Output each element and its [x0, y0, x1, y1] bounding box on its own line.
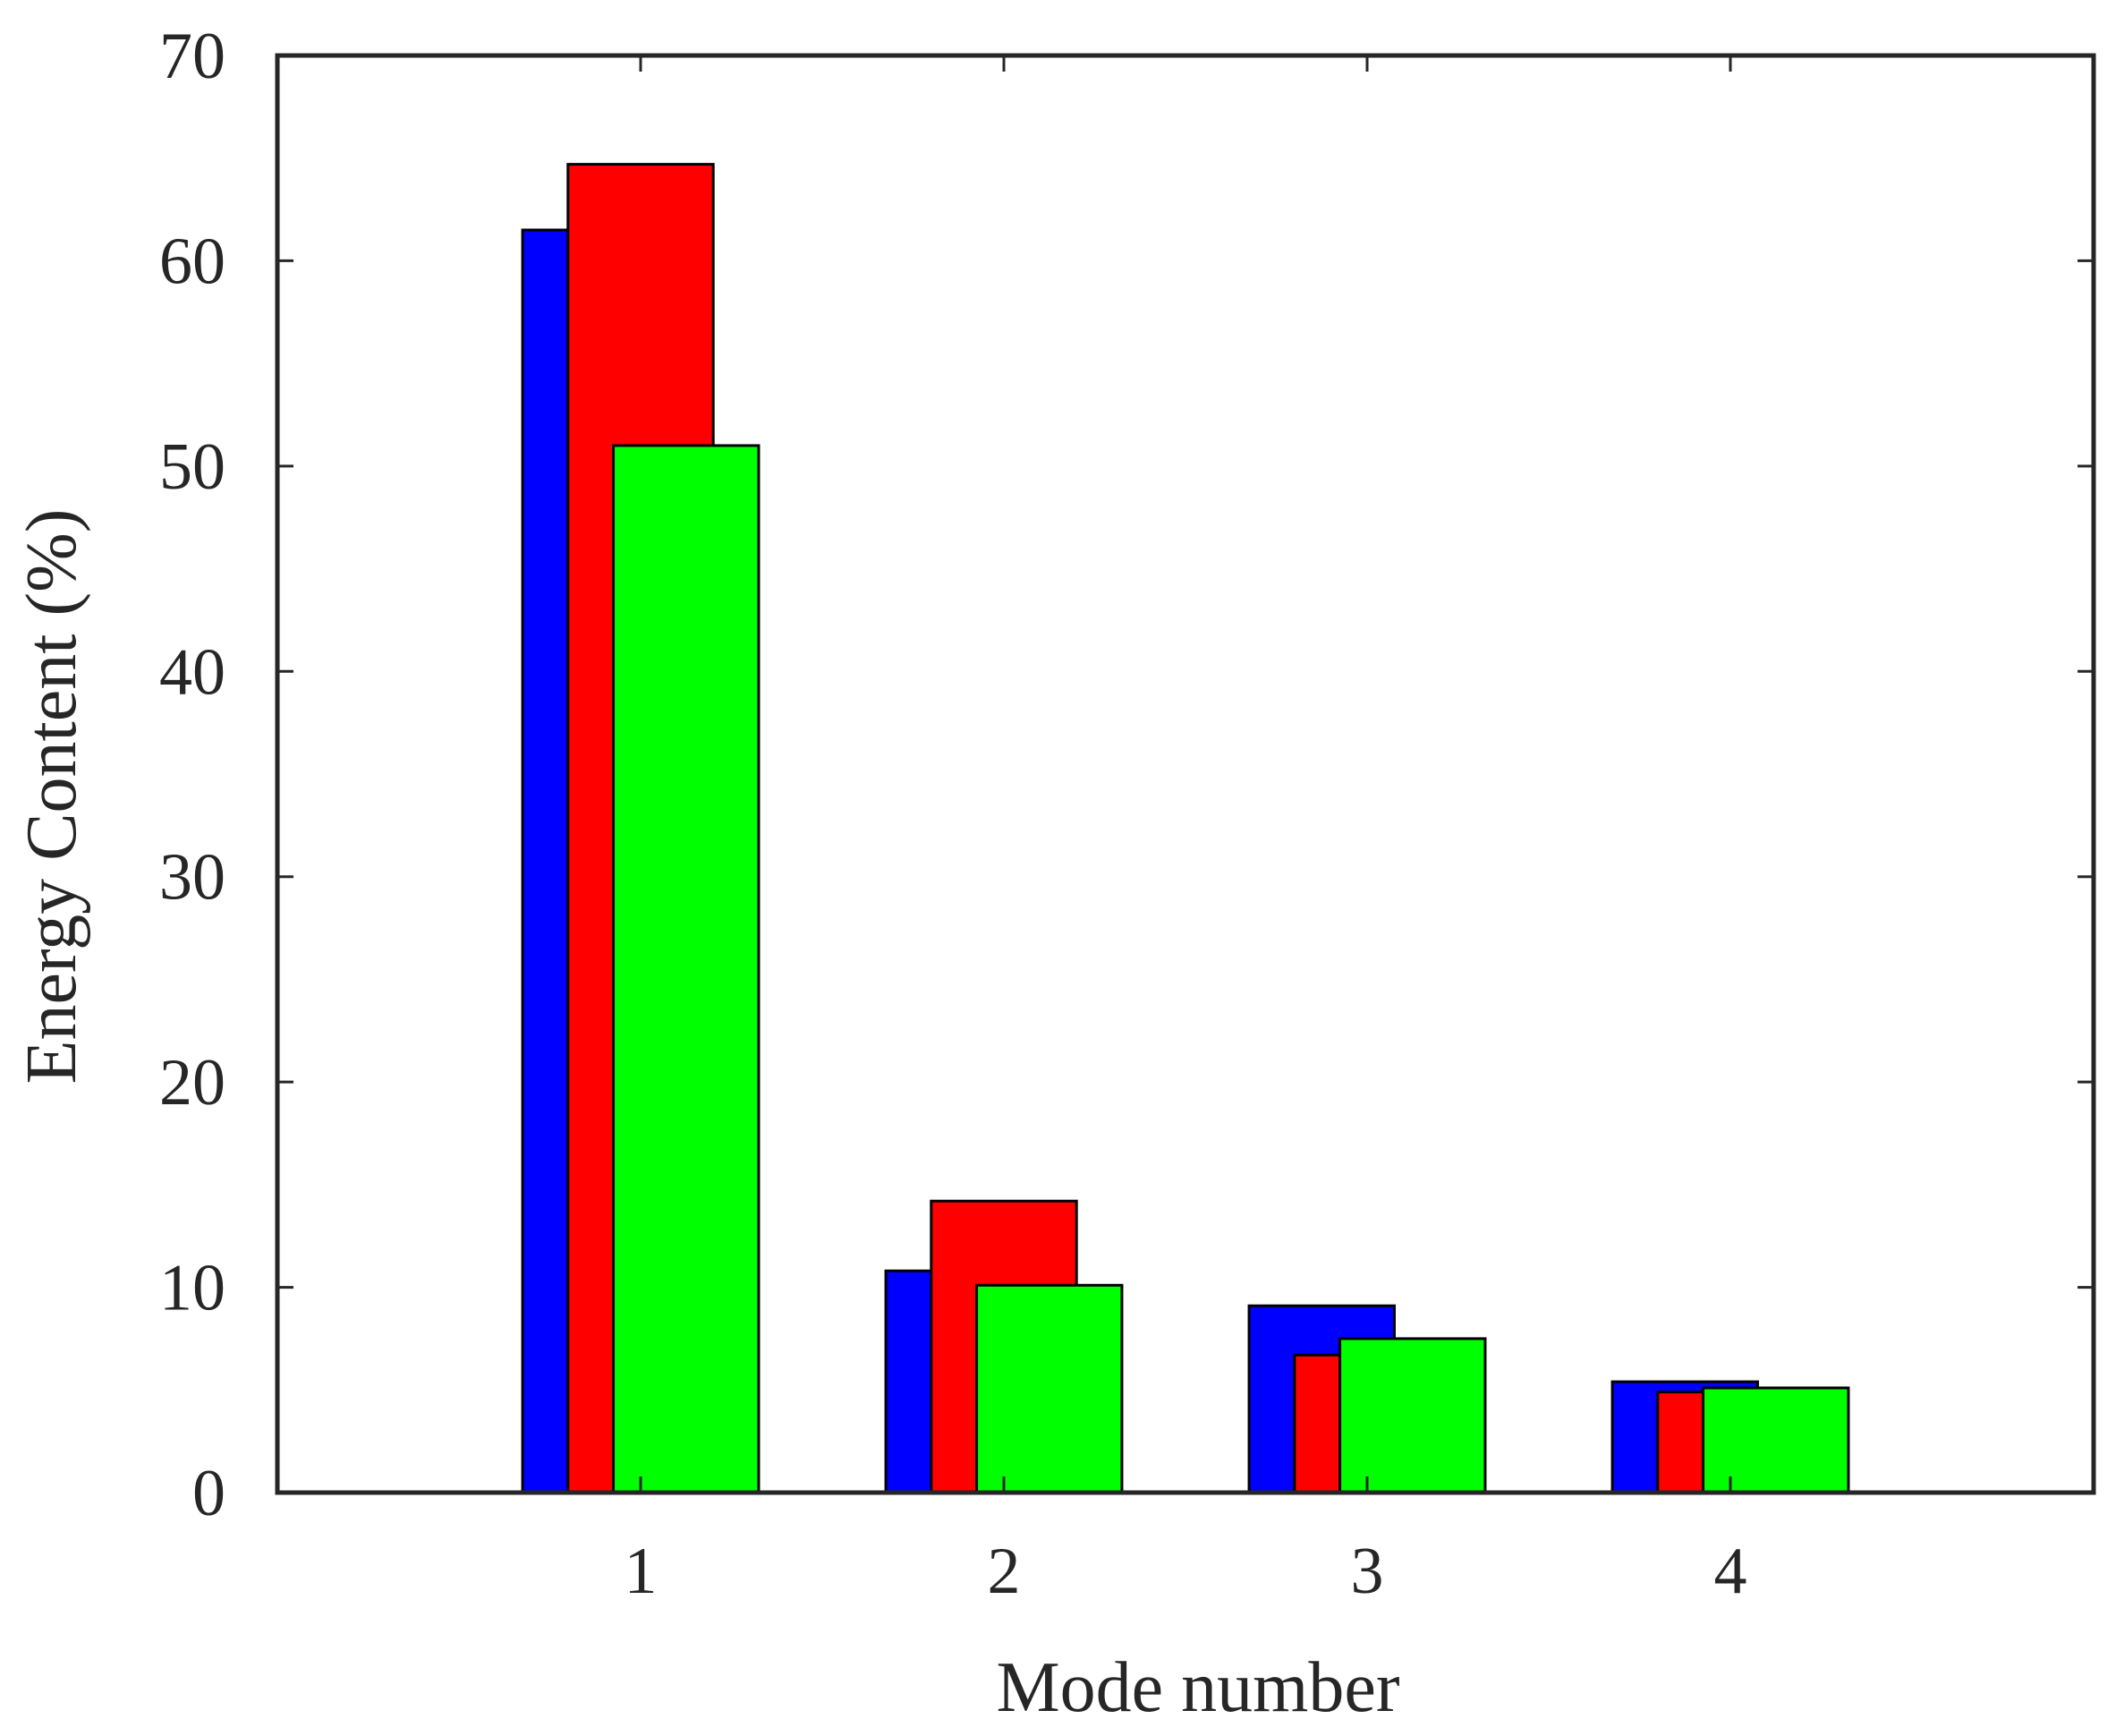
- y-tick-label-10: 10: [159, 1252, 225, 1325]
- y-tick-label-20: 20: [159, 1046, 225, 1119]
- x-tick-label-4: 4: [1714, 1535, 1747, 1608]
- y-tick-label-0: 0: [192, 1457, 225, 1530]
- bars-group: [521, 163, 1850, 1494]
- bar-series3-mode1: [612, 444, 761, 1494]
- y-tick-label-40: 40: [159, 635, 225, 709]
- y-axis-label: Energy Content (%): [13, 509, 91, 1085]
- y-tick-label-70: 70: [159, 20, 225, 93]
- y-tick-label-30: 30: [159, 841, 225, 915]
- plot-area-frame: [275, 53, 2096, 1495]
- bar-series3-mode3: [1338, 1337, 1487, 1494]
- bar-series3-mode4: [1702, 1386, 1850, 1494]
- y-tick-label-50: 50: [159, 430, 225, 504]
- ticks-group: [277, 54, 2094, 1494]
- x-tick-label-2: 2: [988, 1535, 1021, 1608]
- y-tick-label-60: 60: [159, 225, 225, 298]
- x-tick-label-1: 1: [625, 1535, 658, 1608]
- bar-series3-mode2: [975, 1283, 1124, 1494]
- x-tick-label-3: 3: [1351, 1535, 1384, 1608]
- tick-labels-group: 0 10 20 30 40 50 60 70 1 2 3 4: [159, 20, 1747, 1608]
- x-axis-label: Mode number: [996, 1648, 1399, 1727]
